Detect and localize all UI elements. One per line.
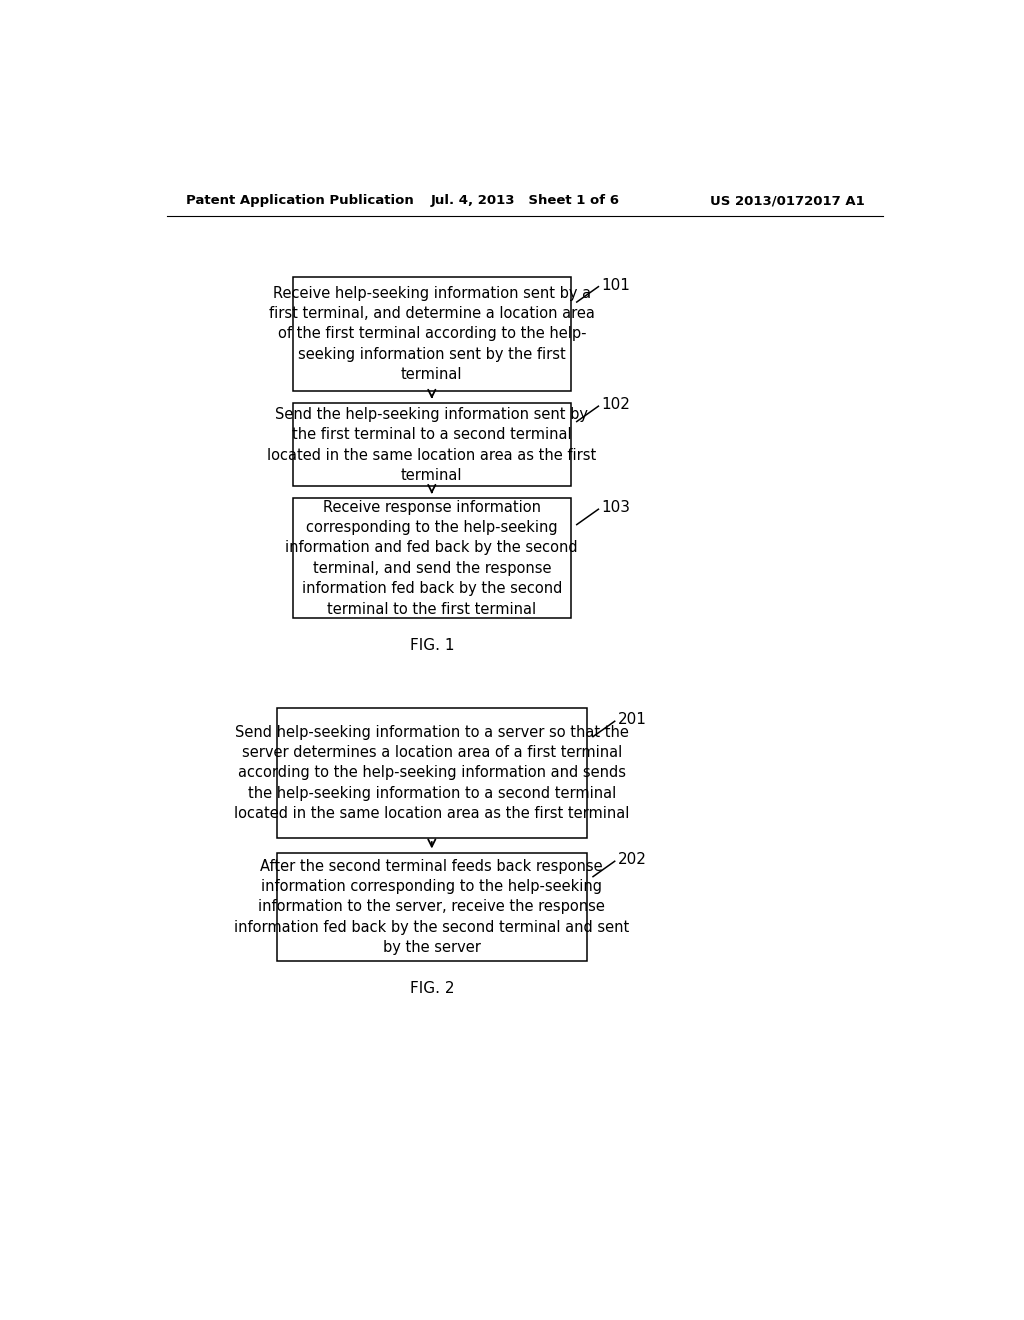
Bar: [293, 499, 570, 618]
Text: Patent Application Publication: Patent Application Publication: [186, 194, 414, 207]
Text: Send help-seeking information to a server so that the
server determines a locati: Send help-seeking information to a serve…: [234, 725, 630, 821]
Bar: [276, 853, 587, 961]
Bar: [276, 708, 587, 838]
Text: 103: 103: [601, 500, 631, 515]
Text: 102: 102: [601, 397, 631, 412]
Text: Send the help-seeking information sent by
the first terminal to a second termina: Send the help-seeking information sent b…: [267, 407, 596, 483]
Bar: [293, 404, 570, 487]
Text: FIG. 2: FIG. 2: [410, 981, 454, 997]
Text: Receive help-seeking information sent by a
first terminal, and determine a locat: Receive help-seeking information sent by…: [269, 285, 595, 383]
Text: Receive response information
corresponding to the help-seeking
information and f: Receive response information correspondi…: [286, 499, 579, 616]
Text: US 2013/0172017 A1: US 2013/0172017 A1: [710, 194, 864, 207]
Text: 201: 201: [617, 713, 647, 727]
Text: After the second terminal feeds back response
information corresponding to the h: After the second terminal feeds back res…: [234, 858, 630, 956]
Text: 101: 101: [601, 277, 631, 293]
Bar: [293, 277, 570, 391]
Text: FIG. 1: FIG. 1: [410, 638, 454, 652]
Text: 202: 202: [617, 853, 647, 867]
Text: Jul. 4, 2013   Sheet 1 of 6: Jul. 4, 2013 Sheet 1 of 6: [430, 194, 620, 207]
